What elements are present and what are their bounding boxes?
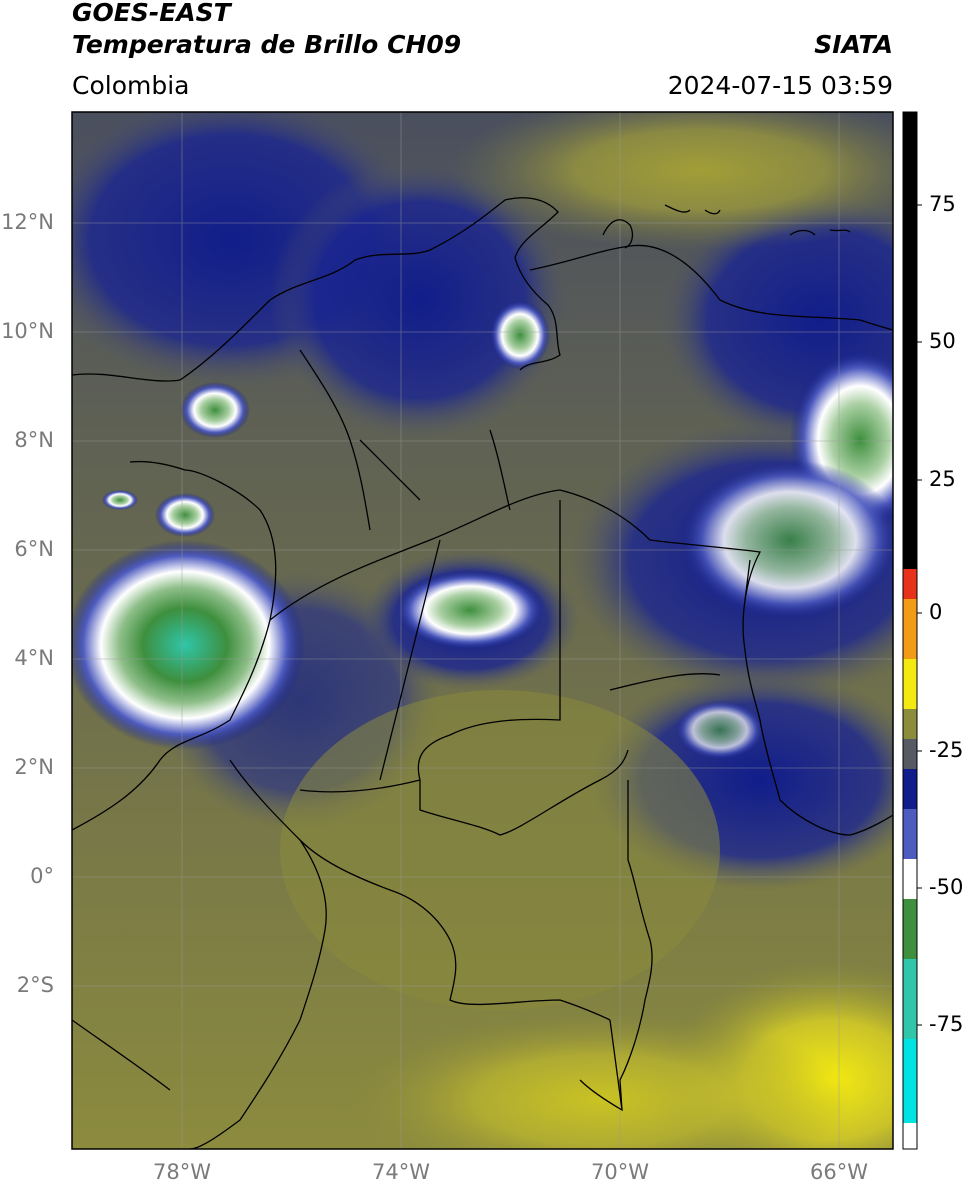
colorbar-tick: 25 (929, 467, 956, 491)
lat-tick-10n: 10°N (1, 319, 54, 343)
colorbar-tick: -25 (929, 738, 964, 762)
lat-tick-6n: 6°N (14, 537, 54, 561)
colorbar-tick: 75 (929, 192, 956, 216)
agency-label: SIATA (814, 30, 893, 59)
lon-tick-74w: 74°W (372, 1160, 430, 1184)
lat-tick-0: 0° (30, 864, 54, 888)
lon-tick-78w: 78°W (153, 1160, 211, 1184)
colorbar-tick: -75 (929, 1012, 964, 1036)
lat-tick-8n: 8°N (14, 428, 54, 452)
colorbar-tick: 50 (929, 329, 956, 353)
lat-tick-2n: 2°N (14, 755, 54, 779)
timestamp-label: 2024-07-15 03:59 (667, 71, 893, 100)
lat-tick-2s: 2°S (16, 973, 54, 997)
colorbar-tick: -50 (929, 875, 964, 899)
lon-tick-66w: 66°W (810, 1160, 868, 1184)
product-title: Temperatura de Brillo CH09 (72, 30, 462, 59)
region-label: Colombia (72, 71, 190, 100)
lat-tick-4n: 4°N (14, 646, 54, 670)
colorbar (902, 111, 922, 1150)
colorbar-tick: 0 (929, 600, 943, 624)
satellite-title: GOES-EAST (72, 0, 231, 27)
lat-tick-12n: 12°N (1, 210, 54, 234)
lon-tick-70w: 70°W (591, 1160, 649, 1184)
